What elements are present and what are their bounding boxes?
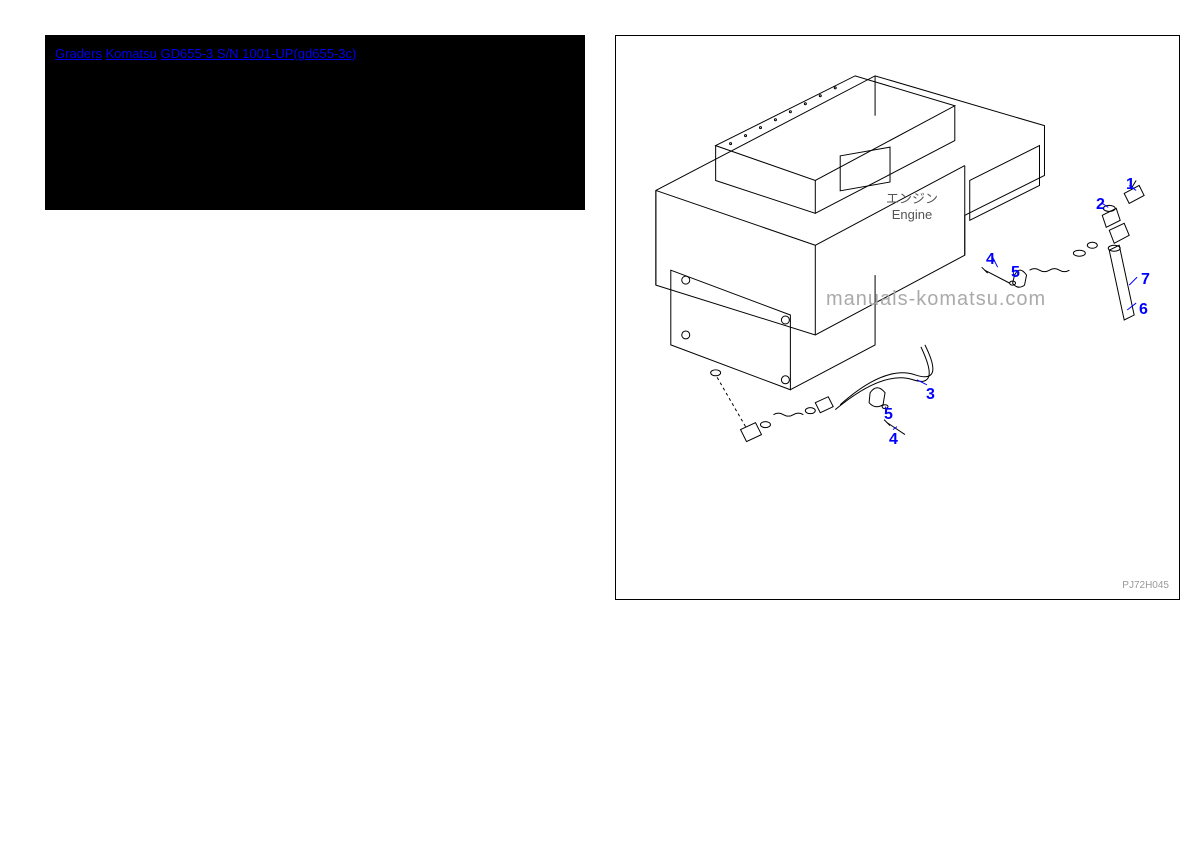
engine-label: エンジン Engine	[886, 191, 938, 222]
callout-number: 4	[986, 251, 995, 269]
watermark-text: manuals-komatsu.com	[826, 288, 1046, 311]
callout-number: 6	[1139, 301, 1148, 319]
technical-diagram	[616, 36, 1179, 599]
breadcrumb-link-graders[interactable]: Graders	[55, 46, 102, 61]
diagram-panel: エンジン Engine manuals-komatsu.com PJ72H045…	[615, 35, 1180, 600]
drawing-number: PJ72H045	[1122, 580, 1169, 591]
engine-label-en: Engine	[892, 207, 932, 222]
callout-number: 7	[1141, 271, 1150, 289]
callout-number: 5	[884, 406, 893, 424]
callout-number: 5	[1011, 264, 1020, 282]
engine-label-jp: エンジン	[886, 191, 938, 206]
callout-number: 1	[1126, 176, 1135, 194]
callout-number: 3	[926, 386, 935, 404]
breadcrumb: Graders Komatsu GD655-3 S/N 1001-UP(gd65…	[55, 45, 575, 63]
breadcrumb-link-model[interactable]: GD655-3 S/N 1001-UP(gd655-3c)	[161, 46, 357, 61]
callout-number: 4	[889, 431, 898, 449]
callout-number: 2	[1096, 196, 1105, 214]
header-panel: Graders Komatsu GD655-3 S/N 1001-UP(gd65…	[45, 35, 585, 210]
breadcrumb-link-komatsu[interactable]: Komatsu	[106, 46, 157, 61]
